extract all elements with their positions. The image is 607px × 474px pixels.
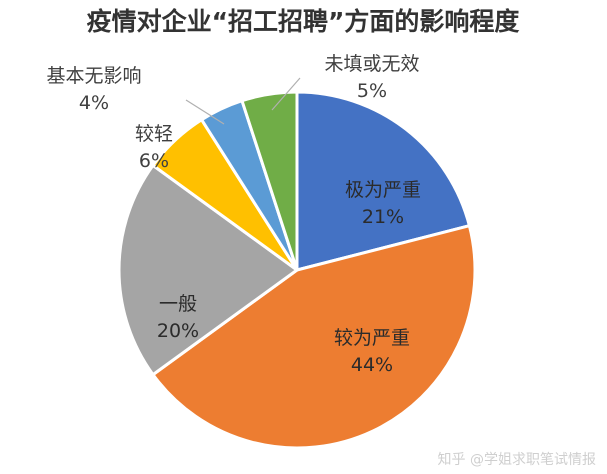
slice-label-name: 极为严重 <box>345 179 421 201</box>
slice-label-value: 4% <box>79 92 109 114</box>
watermark: 知乎 @学姐求职笔试情报 <box>438 451 596 468</box>
slice-label-name: 较轻 <box>135 123 173 145</box>
chart-title: 疫情对企业“招工招聘”方面的影响程度 <box>87 7 520 36</box>
slice-label-value: 6% <box>139 150 169 172</box>
leader-line <box>271 77 301 111</box>
slice-label-name: 基本无影响 <box>46 65 141 87</box>
slice-label-value: 20% <box>157 320 199 342</box>
slice-label-value: 44% <box>351 354 393 376</box>
slice-label-name: 未填或无效 <box>324 53 419 75</box>
slice-labels: 极为严重 21% 较为严重 44% 一般 20% 较轻 6% 基本无影响 4% 未填或无效 5% <box>46 53 421 376</box>
slice-label-value: 5% <box>357 80 387 102</box>
slice-label-value: 21% <box>362 206 404 228</box>
pie-slice-3 <box>117 163 299 377</box>
pie-slices <box>117 90 477 450</box>
pie-slice-6 <box>240 90 299 272</box>
slice-label-name: 较为严重 <box>334 327 410 349</box>
pie-slice-1 <box>295 90 471 272</box>
slice-label-name: 一般 <box>159 293 197 315</box>
leader-lines <box>185 77 301 125</box>
pie-slice-2 <box>151 224 477 450</box>
leader-line <box>185 99 225 125</box>
